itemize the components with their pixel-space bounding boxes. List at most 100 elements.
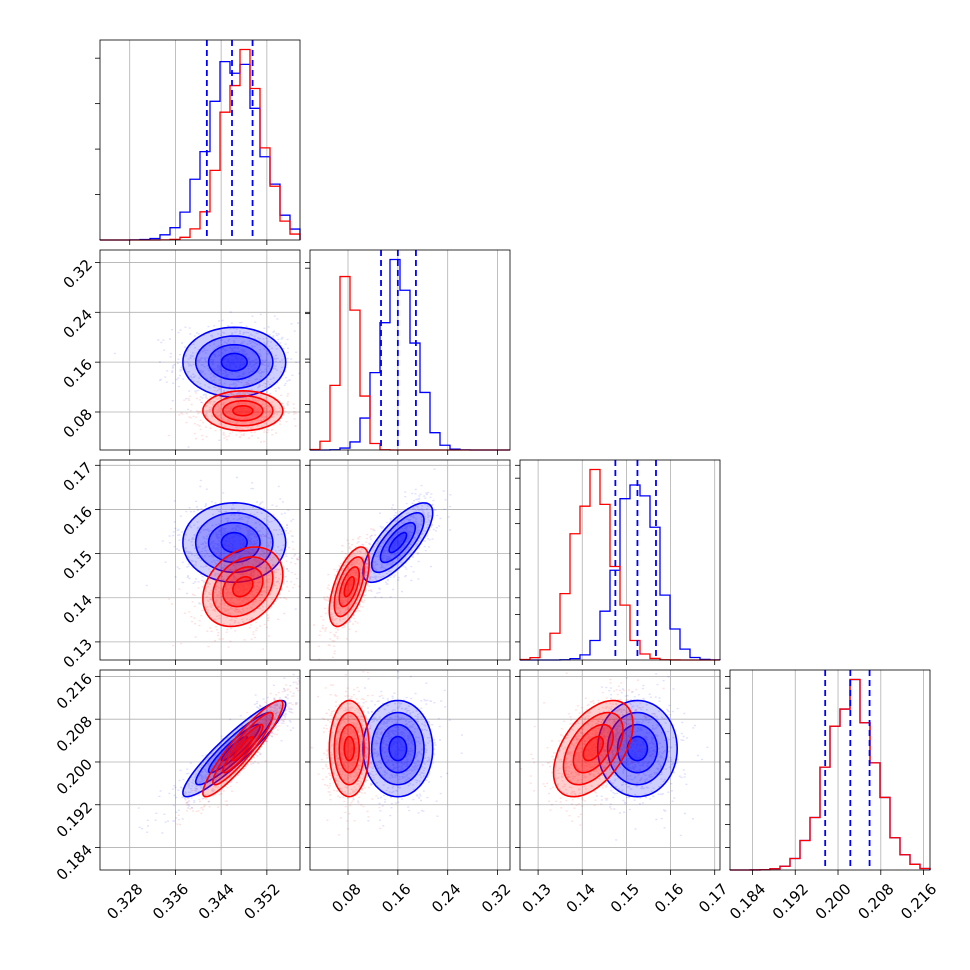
y-tick-label: 0.15: [60, 547, 96, 583]
x-tick-label: 0.344: [195, 880, 238, 923]
panel-content: [310, 670, 463, 836]
density-fill-a: [389, 736, 407, 761]
scatter-points-b: [167, 371, 297, 443]
panel-content: [144, 476, 300, 650]
y-tick-label: 0.200: [53, 755, 96, 798]
scatter-panel-3-2: [519, 669, 721, 871]
density-fill-b: [334, 556, 365, 617]
contour-b-0: [232, 576, 254, 598]
panel-content: [113, 311, 300, 448]
contour-a-1: [207, 343, 261, 381]
density-fill-b: [232, 405, 253, 416]
histogram-panel-2: [515, 459, 721, 661]
contour-b-3: [328, 546, 371, 628]
panel-frame: [309, 249, 511, 451]
panel-frame: [519, 669, 721, 871]
scatter-point-cloud: [562, 673, 709, 841]
density-fill-b: [339, 724, 360, 773]
panel-content: [313, 468, 452, 660]
density-fill-a: [597, 700, 678, 797]
contour-a-1: [616, 723, 659, 774]
scatter-point-cloud: [113, 311, 300, 448]
density-fill-a: [627, 736, 648, 761]
contour-b-2: [212, 394, 274, 427]
x-tick-label: 0.200: [812, 880, 855, 923]
y-axis-2: 0.13 0.14 0.15 0.16 0.17: [60, 459, 520, 672]
density-fill-a: [389, 532, 407, 553]
panel-frame: [99, 669, 301, 871]
panel-frame: [309, 669, 511, 871]
y-tick-label: 0.24: [60, 306, 96, 342]
scatter-point-cloud: [310, 671, 389, 836]
density-fill-a: [221, 532, 248, 553]
scatter-panel-2-0: [99, 459, 301, 661]
contour-b-3: [552, 699, 634, 798]
contour-a-0: [220, 531, 248, 554]
contour-b-1: [338, 566, 360, 608]
y-tick-label: 0.08: [60, 405, 96, 441]
contour-a-1: [379, 723, 417, 774]
contour-b-2: [333, 556, 366, 618]
density-fill-b: [212, 712, 273, 785]
panel-frame: [99, 249, 301, 451]
contour-b-2: [212, 711, 274, 786]
contour-a-2: [370, 711, 425, 786]
x-tick-label: 0.08: [328, 880, 364, 916]
contour-b-3: [202, 699, 284, 798]
density-fill-b: [329, 700, 370, 797]
contour-a-3: [182, 501, 287, 584]
contour-a-3: [182, 699, 287, 798]
contour-b-3: [202, 389, 284, 432]
contour-b-0: [232, 735, 254, 762]
x-tick-label: 0.352: [241, 880, 284, 923]
y-tick-label: 0.184: [53, 841, 96, 884]
contour-b-1: [338, 723, 360, 774]
density-fill-a: [617, 724, 658, 773]
y-tick-label: 0.16: [60, 355, 96, 391]
density-fill-a: [182, 502, 286, 583]
x-tick-label: 0.208: [854, 880, 897, 923]
density-fill-b: [212, 556, 273, 617]
contour-a-3: [362, 502, 434, 584]
density-fill-b: [344, 736, 355, 761]
x-tick-label: 0.24: [428, 880, 464, 916]
histogram-panel-1: [305, 249, 511, 451]
density-fill-a: [371, 512, 424, 573]
scatter-panel-2-1: [309, 459, 511, 661]
density-fill-b: [202, 547, 283, 627]
density-fill-b: [222, 400, 263, 421]
density-fill-b: [339, 566, 360, 607]
density-fill-a: [182, 327, 286, 397]
contour-b-1: [572, 723, 615, 774]
density-fill-a: [380, 522, 416, 563]
scatter-points-b: [310, 671, 389, 836]
density-fill-a: [363, 502, 433, 583]
contour-a-0: [220, 352, 248, 372]
contour-b-2: [212, 556, 274, 618]
x-tick-label: 0.192: [769, 880, 812, 923]
histogram-panel-0: [95, 39, 301, 241]
scatter-points-a: [113, 311, 300, 448]
scatter-point-cloud: [167, 371, 297, 443]
density-fill-b: [344, 576, 355, 597]
x-tick-label: 0.16: [378, 880, 414, 916]
contour-a-0: [388, 735, 408, 762]
scatter-point-cloud: [168, 514, 300, 650]
y-tick-label: 0.32: [60, 256, 96, 292]
x-tick-label: 0.184: [726, 880, 769, 923]
x-tick-label: 0.336: [149, 880, 192, 923]
density-fill-a: [221, 353, 248, 371]
contour-a-3: [362, 699, 434, 798]
density-fill-b: [232, 736, 253, 761]
contour-b-3: [328, 699, 371, 798]
contour-b-0: [582, 735, 604, 762]
density-fill-b: [334, 712, 365, 785]
panel-frame: [99, 459, 301, 661]
density-fill-a: [195, 336, 273, 389]
contour-b-0: [343, 576, 355, 598]
density-fill-b: [222, 566, 263, 607]
x-tick-label: 0.32: [478, 880, 514, 916]
contour-b-1: [222, 723, 264, 774]
contour-b-0: [232, 405, 254, 417]
